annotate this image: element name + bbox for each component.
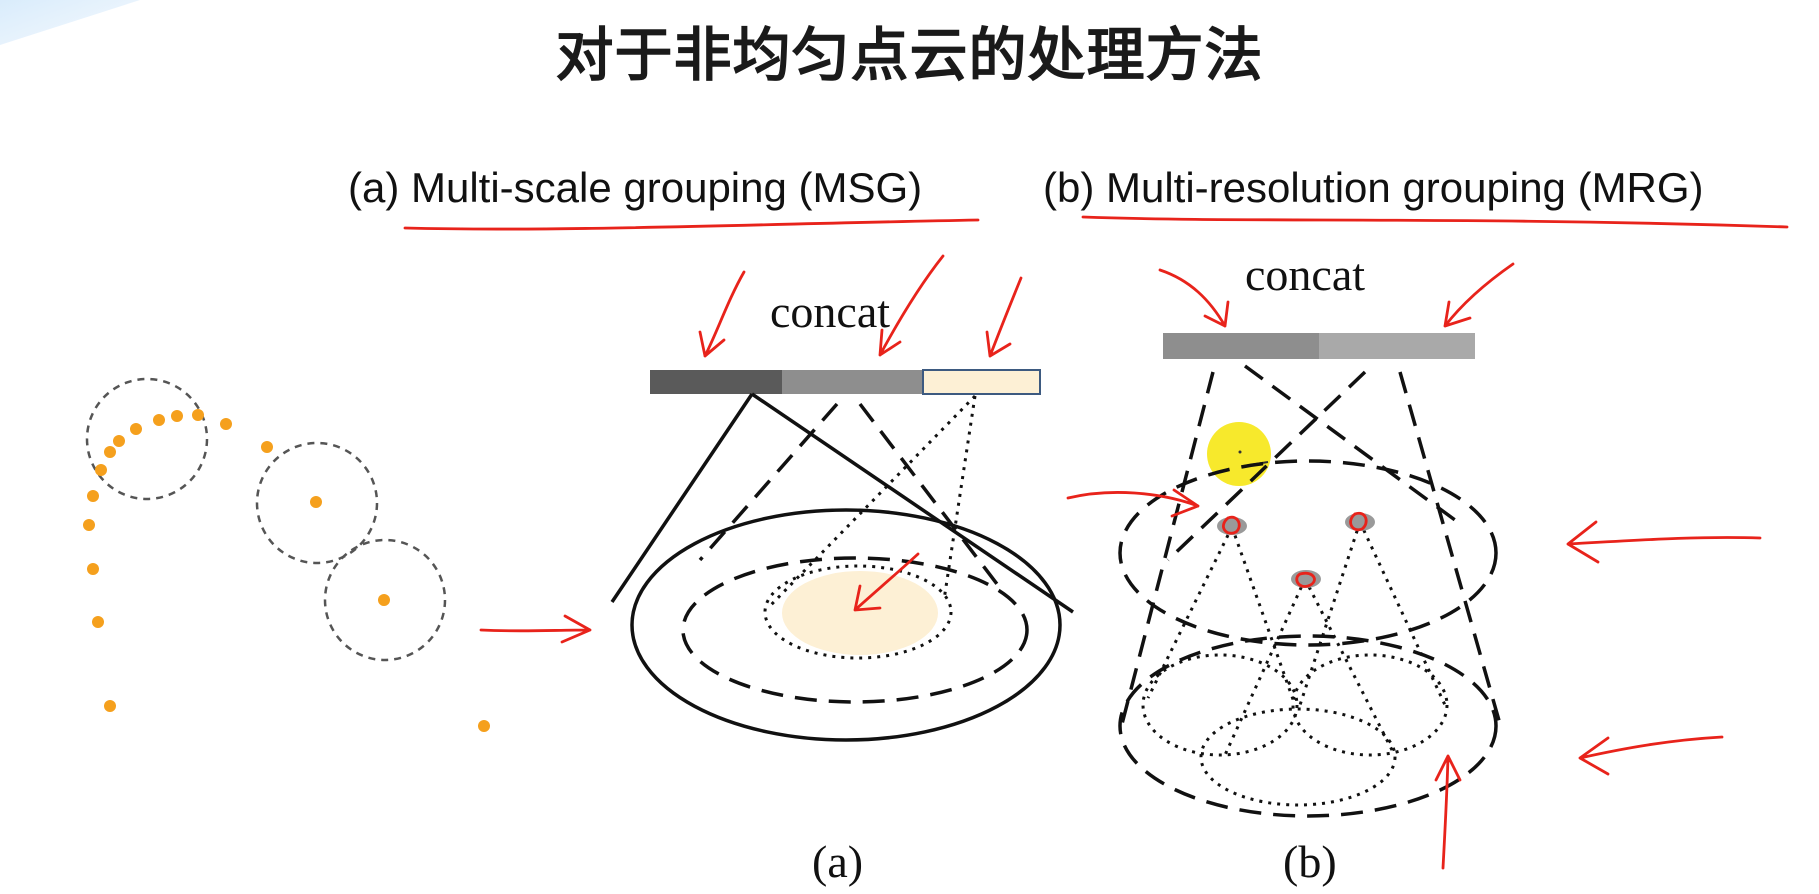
grouping-circle-1 xyxy=(85,377,209,501)
sublabel-a: (a) xyxy=(812,836,864,887)
circle-mark-3 xyxy=(1295,571,1316,588)
msg-feature-segment-1 xyxy=(650,370,782,394)
mrg-upper-ellipse xyxy=(1118,459,1498,647)
mrg-feature-segment-2 xyxy=(1319,333,1475,359)
heading-msg: (a) Multi-scale grouping (MSG) xyxy=(348,164,923,211)
grouping-circle-2 xyxy=(255,441,379,565)
page-title: 对于非均匀点云的处理方法 xyxy=(555,21,1264,89)
mrg-small-ellipse-2 xyxy=(1291,653,1449,757)
arrow-b-left xyxy=(1066,488,1200,518)
arrow-a2 xyxy=(878,254,945,357)
msg-feature-segment-2 xyxy=(782,370,923,394)
circle-mark-2 xyxy=(1349,511,1368,532)
arrow-a-center xyxy=(853,552,920,612)
msg-inner-region xyxy=(782,571,938,655)
arrow-b-bottom xyxy=(1434,754,1462,870)
concat-label-mrg: concat xyxy=(1245,249,1366,300)
underline-mrg xyxy=(1081,215,1789,229)
red-annotations xyxy=(403,215,1789,870)
arrow-b-right-top xyxy=(1566,520,1762,564)
mrg-small-ellipse-3 xyxy=(1199,707,1397,807)
msg-outer-ellipse xyxy=(630,508,1062,742)
sublabel-b: (b) xyxy=(1283,836,1337,887)
concat-label-msg: concat xyxy=(770,286,891,337)
msg-diagram xyxy=(610,369,1074,742)
arrow-b-right-bottom xyxy=(1578,735,1724,776)
mrg-lower-ellipse xyxy=(1118,634,1498,818)
msg-middle-ellipse xyxy=(681,556,1029,704)
underline-msg xyxy=(403,218,980,231)
yellow-highlight-dot xyxy=(1207,422,1271,486)
msg-inner-ellipse xyxy=(763,564,953,660)
msg-feature-segment-3 xyxy=(922,369,1041,395)
arrow-b1 xyxy=(1158,268,1230,328)
circle-mark-1 xyxy=(1222,515,1241,535)
arrow-b2 xyxy=(1443,262,1515,328)
heading-mrg: (b) Multi-resolution grouping (MRG) xyxy=(1043,164,1704,211)
arrow-a1 xyxy=(698,270,746,358)
grouping-circle-3 xyxy=(323,538,447,662)
arrow-left-cloud xyxy=(479,614,592,644)
point-cloud-sample xyxy=(83,377,490,732)
arrow-a3 xyxy=(985,276,1023,358)
mrg-feature-segment-1 xyxy=(1163,333,1319,359)
mrg-small-ellipse-1 xyxy=(1141,653,1299,757)
